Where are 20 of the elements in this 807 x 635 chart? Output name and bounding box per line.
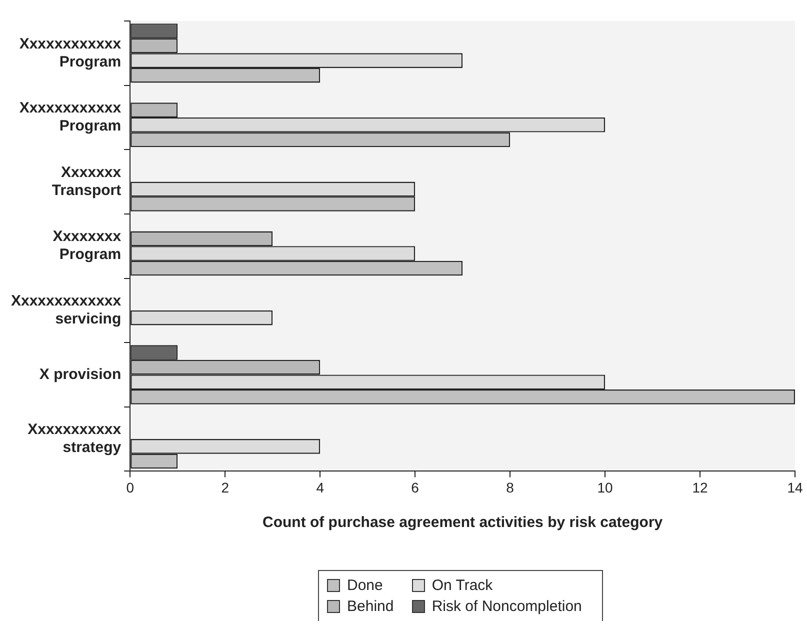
x-tick-label: 2 [221,479,230,496]
x-tick-label: 10 [597,479,614,496]
x-tick-label: 4 [316,479,324,496]
y-tick-label: Xxxxxxxxxxxx Program [19,35,122,70]
x-tick-label: 8 [506,479,514,496]
y-tick-label: Xxxxxxxxxxxxx servicing [10,292,122,328]
y-tick-label: Xxxxxxx Transport [52,164,122,199]
x-axis-title: Count of purchase agreement activities by risk category [262,514,664,532]
legend-label: Behind [347,598,394,615]
x-tick-label: 6 [411,479,420,496]
x-tick-label: 0 [126,479,134,496]
legend-label: On Track [432,577,493,594]
y-tick-label: Xxxxxxxxxxxx Program [19,100,122,135]
x-tick-label: 14 [787,479,803,496]
y-tick-label: Xxxxxxxxxxx strategy [28,421,122,456]
x-tick-label: 12 [692,479,708,496]
y-tick-label: Xxxxxxxx Program [52,228,122,264]
legend-label: Done [347,577,383,594]
legend-label: Risk of Noncompletion [432,598,582,615]
y-tick-label: X provision [39,366,122,383]
